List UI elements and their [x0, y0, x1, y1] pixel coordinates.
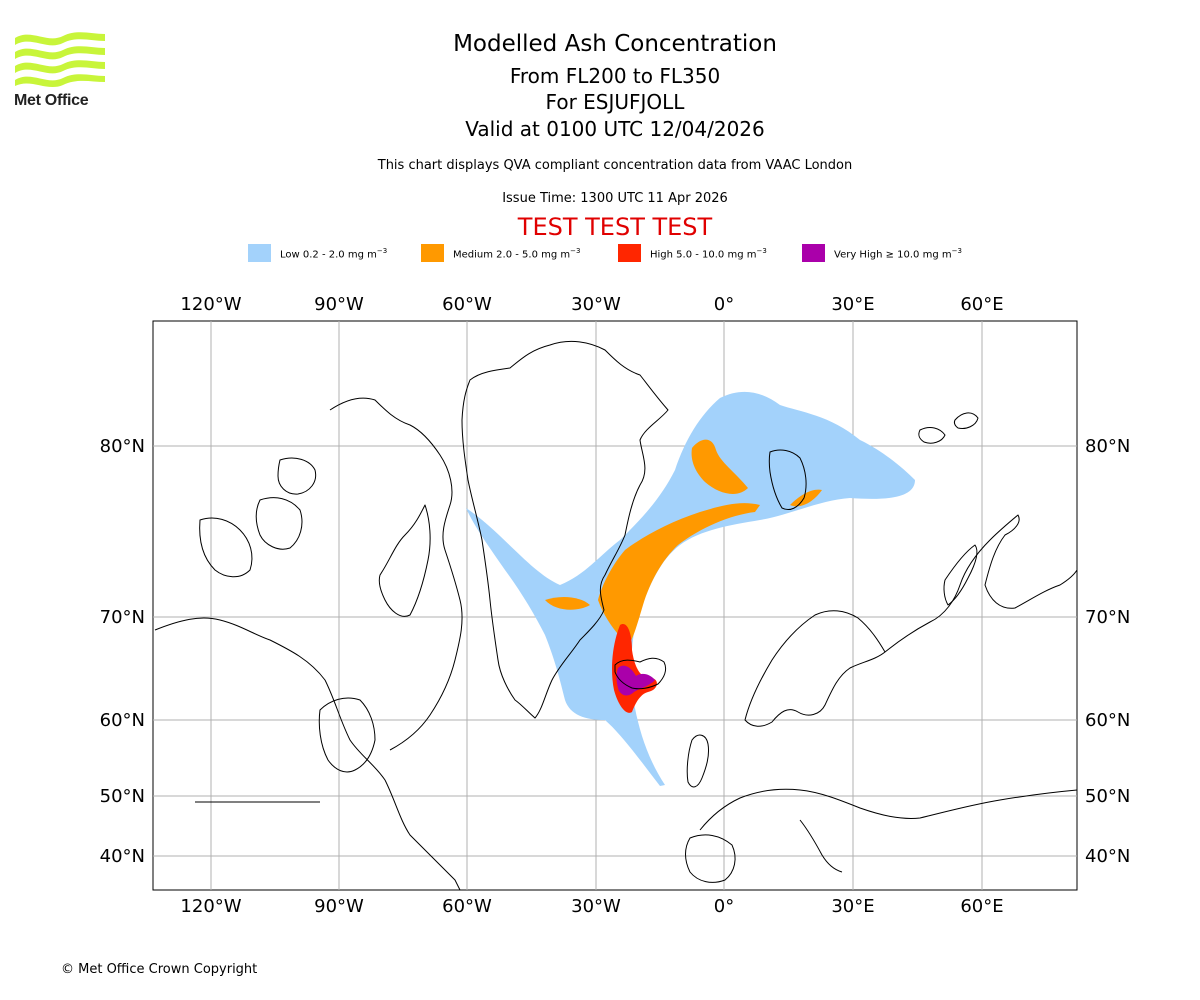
franz-josef-land-coast: [918, 427, 946, 444]
franz-josef-land-coast: [953, 412, 979, 429]
greenland-coast: [461, 340, 669, 719]
lat-label-right: 80°N: [1085, 436, 1130, 457]
chart-title: Modelled Ash Concentration: [453, 31, 777, 57]
legend-swatch-high: [618, 244, 641, 262]
description-text: This chart displays QVA compliant concen…: [377, 158, 853, 173]
iberia-coast: [685, 834, 736, 883]
ash-low-area: [466, 391, 915, 786]
lon-label-bottom: 60°E: [960, 896, 1003, 917]
lat-label-right: 40°N: [1085, 846, 1130, 867]
lat-label-left: 50°N: [100, 786, 145, 807]
arctic-islands-coast: [255, 497, 303, 550]
svalbard-coast: [768, 449, 807, 511]
lat-label-right: 60°N: [1085, 710, 1130, 731]
ash-very-high-area: [616, 665, 655, 696]
lon-label-bottom: 30°W: [571, 896, 621, 917]
lon-label-top: 30°W: [571, 294, 621, 315]
ash-map: 120°W 90°W 60°W 30°W 0° 30°E 60°E 120°W …: [100, 294, 1131, 917]
lon-label-top: 30°E: [831, 294, 874, 315]
legend-swatch-very-high: [802, 244, 825, 262]
legend-unit-exp: −3: [376, 247, 388, 255]
lon-label-bottom: 0°: [714, 896, 734, 917]
lon-label-top: 90°W: [314, 294, 364, 315]
novaya-zemlya-coast: [943, 544, 978, 606]
legend-unit-exp: −3: [570, 247, 581, 255]
lon-label-top: 60°E: [960, 294, 1003, 315]
lon-label-top: 60°W: [442, 294, 492, 315]
legend-unit-exp: −3: [951, 247, 962, 255]
lon-label-bottom: 120°W: [180, 896, 241, 917]
europe-mainland-coast: [699, 788, 1078, 831]
canada-arctic-coast: [329, 397, 463, 751]
italy-coast: [799, 819, 843, 873]
lat-label-left: 70°N: [100, 607, 145, 628]
lat-label-left: 80°N: [100, 436, 145, 457]
legend-label-medium: Medium 2.0 - 5.0 mg m: [453, 249, 571, 261]
lon-label-bottom: 60°W: [442, 896, 492, 917]
lat-label-right: 50°N: [1085, 786, 1130, 807]
lat-label-left: 60°N: [100, 710, 145, 731]
copyright-text: © Met Office Crown Copyright: [61, 962, 258, 977]
britain-coast: [686, 734, 709, 788]
flight-levels: From FL200 to FL350: [509, 64, 721, 88]
lat-label-left: 40°N: [100, 846, 145, 867]
ash-medium-area: [545, 439, 822, 645]
coastlines: [154, 340, 1078, 891]
lon-label-bottom: 90°W: [314, 896, 364, 917]
hudson-bay-coast: [318, 697, 376, 773]
arctic-islands-coast: [277, 457, 317, 495]
arctic-islands-coast: [199, 517, 253, 578]
legend-unit-exp: −3: [756, 247, 767, 255]
legend-label-very-high: Very High ≥ 10.0 mg m: [834, 249, 952, 261]
baffin-island-coast: [378, 504, 431, 617]
scandinavia-coast: [744, 610, 886, 727]
lon-label-bottom: 30°E: [831, 896, 874, 917]
test-banner: TEST TEST TEST: [517, 213, 713, 241]
legend-label-high: High 5.0 - 10.0 mg m: [650, 249, 757, 261]
canada-mainland-coast: [154, 617, 461, 891]
legend-swatch-medium: [421, 244, 444, 262]
lon-label-top: 0°: [714, 294, 734, 315]
met-office-logo-icon: [15, 32, 105, 88]
volcano-name: For ESJUFJOLL: [545, 90, 685, 114]
legend-label-low: Low 0.2 - 2.0 mg m: [280, 249, 377, 261]
issue-time: Issue Time: 1300 UTC 11 Apr 2026: [502, 191, 728, 206]
lon-label-top: 120°W: [180, 294, 241, 315]
legend-swatch-low: [248, 244, 271, 262]
logo-text: Met Office: [14, 92, 89, 109]
russia-arctic-coast: [884, 514, 1078, 653]
lat-label-right: 70°N: [1085, 607, 1130, 628]
iceland-coast: [614, 657, 667, 690]
valid-time: Valid at 0100 UTC 12/04/2026: [465, 117, 765, 141]
